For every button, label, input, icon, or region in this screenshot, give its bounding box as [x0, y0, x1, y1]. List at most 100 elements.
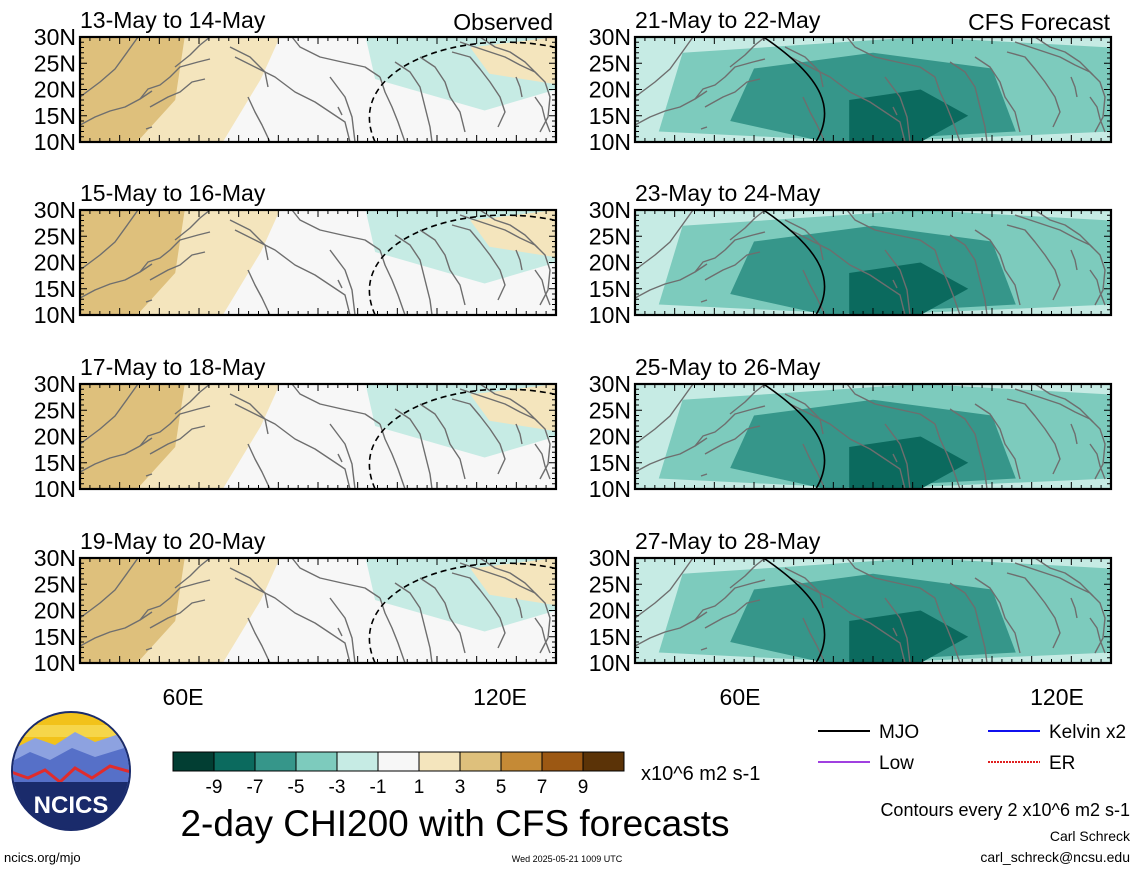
- ncics-logo-text: NCICS: [34, 792, 109, 819]
- lat-label: 20N: [589, 77, 631, 103]
- lat-label: 30N: [34, 371, 76, 397]
- panel-title: 21-May to 22-May: [635, 7, 821, 33]
- colorbar-swatch: [295, 751, 338, 772]
- colorbar-swatch: [172, 751, 215, 772]
- lat-label: 20N: [34, 77, 76, 103]
- lat-label: 10N: [589, 650, 631, 676]
- panel-title: 13-May to 14-May: [80, 7, 266, 33]
- anomaly-shading: [80, 558, 556, 663]
- lat-label: 15N: [589, 450, 631, 476]
- lon-label-120e-left: 120E: [473, 684, 527, 710]
- panel-title: 27-May to 28-May: [635, 528, 821, 554]
- anomaly-shading: [80, 37, 556, 142]
- lat-label: 25N: [34, 571, 76, 597]
- mjo-contour: [368, 41, 556, 142]
- anomaly-shading: [635, 210, 1111, 315]
- colorbar-swatch: [459, 751, 502, 772]
- lon-label-60e-right: 60E: [720, 684, 761, 710]
- lat-label: 25N: [589, 571, 631, 597]
- observed-header: Observed: [453, 9, 553, 35]
- lat-label: 15N: [589, 624, 631, 650]
- lat-label: 10N: [34, 302, 76, 328]
- lat-label: 20N: [34, 250, 76, 276]
- lat-label: 10N: [34, 650, 76, 676]
- lat-label: 10N: [589, 302, 631, 328]
- author-name: Carl Schreck: [1050, 828, 1131, 844]
- lat-label: 10N: [589, 476, 631, 502]
- author-email: carl_schreck@ncsu.edu: [980, 849, 1130, 865]
- lat-label: 15N: [34, 624, 76, 650]
- colorbar-tick-label: 1: [414, 777, 425, 798]
- colorbar-tick-label: 3: [455, 777, 466, 798]
- legend-item: Low: [818, 753, 914, 774]
- colorbar-swatch: [418, 751, 461, 772]
- lat-label: 25N: [34, 50, 76, 76]
- contour-note: Contours every 2 x10^6 m2 s-1: [880, 800, 1130, 820]
- colorbar: -9 -7 -5 -3 -1 1 3 5 7 9: [172, 751, 625, 798]
- colorbar-swatch: [541, 751, 584, 772]
- legend: MJO Kelvin x2 Low ER: [818, 722, 1126, 774]
- colorbar-units: x10^6 m2 s-1: [641, 763, 760, 785]
- cfs-forecast-header: CFS Forecast: [968, 9, 1110, 35]
- mjo-contour: [763, 37, 826, 142]
- legend-item: ER: [988, 753, 1075, 774]
- main-title: 2-day CHI200 with CFS forecasts: [180, 803, 729, 844]
- mjo-contour: [763, 558, 826, 663]
- colorbar-swatch: [254, 751, 297, 772]
- lat-label: 20N: [34, 598, 76, 624]
- legend-label: ER: [1049, 753, 1075, 774]
- lat-label: 25N: [34, 223, 76, 249]
- mjo-contour: [763, 210, 826, 315]
- panel-title: 19-May to 20-May: [80, 528, 266, 554]
- legend-label: Low: [879, 753, 914, 774]
- panel-title: 23-May to 24-May: [635, 180, 821, 206]
- lat-label: 30N: [589, 545, 631, 571]
- lat-label: 10N: [589, 129, 631, 155]
- colorbar-tick-label: -1: [370, 777, 387, 798]
- lat-label: 30N: [589, 197, 631, 223]
- legend-item: MJO: [818, 722, 919, 743]
- lat-label: 30N: [34, 197, 76, 223]
- lat-label: 25N: [589, 397, 631, 423]
- lat-label: 25N: [589, 223, 631, 249]
- lat-label: 10N: [34, 129, 76, 155]
- lat-label: 30N: [34, 24, 76, 50]
- lon-label-120e-right: 120E: [1030, 684, 1084, 710]
- website-link[interactable]: ncics.org/mjo: [4, 850, 81, 865]
- lat-label: 30N: [34, 545, 76, 571]
- colorbar-tick-label: 7: [537, 777, 548, 798]
- lon-label-60e-left: 60E: [163, 684, 204, 710]
- lat-label: 20N: [589, 250, 631, 276]
- mjo-contour: [763, 384, 826, 489]
- lat-label: 25N: [589, 50, 631, 76]
- panel-title: 17-May to 18-May: [80, 354, 266, 380]
- lat-label: 15N: [589, 276, 631, 302]
- panel-title: 15-May to 16-May: [80, 180, 266, 206]
- lat-label: 10N: [34, 476, 76, 502]
- legend-item: Kelvin x2: [988, 722, 1126, 743]
- colorbar-swatch: [500, 751, 543, 772]
- panel-title: 25-May to 26-May: [635, 354, 821, 380]
- lat-label: 20N: [589, 424, 631, 450]
- anomaly-shading: [635, 558, 1111, 663]
- colorbar-swatch: [582, 751, 625, 772]
- colorbar-tick-label: -9: [206, 777, 223, 798]
- ncics-logo: NCICS: [11, 711, 131, 831]
- colorbar-tick-label: 9: [578, 777, 589, 798]
- mjo-contour: [368, 388, 556, 489]
- lat-label: 30N: [589, 371, 631, 397]
- colorbar-tick-label: -7: [247, 777, 264, 798]
- colorbar-tick-label: -3: [329, 777, 346, 798]
- anomaly-shading: [635, 384, 1111, 489]
- lat-label: 15N: [34, 103, 76, 129]
- colorbar-tick-label: -5: [288, 777, 305, 798]
- lat-label: 30N: [589, 24, 631, 50]
